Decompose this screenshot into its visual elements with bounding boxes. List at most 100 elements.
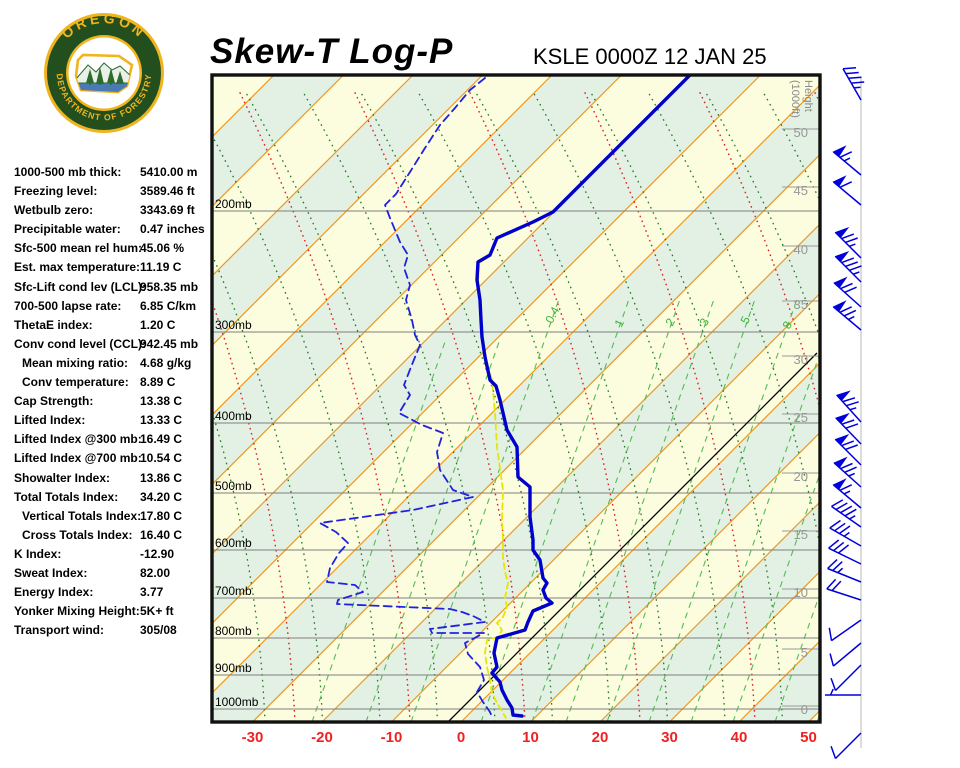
barb-staff	[832, 306, 862, 331]
temp-axis-label: 30	[661, 729, 678, 746]
index-value: 305/08	[140, 623, 177, 638]
barb-staff	[836, 394, 862, 423]
moist-adiabat	[475, 91, 669, 722]
index-value: 1.20 C	[140, 317, 176, 332]
temp-axis-label: -30	[241, 729, 264, 746]
dry-adiabat	[238, 91, 411, 722]
index-label: Sfc-Lift cond lev (LCL):	[14, 279, 146, 294]
height-label: 30	[793, 352, 808, 367]
moist-adiabat-lines	[212, 91, 820, 722]
barb-staff	[828, 619, 862, 642]
mixing-ratio-line	[480, 299, 630, 722]
index-row: Mean mixing ratio: 4.68 g/kg	[10, 354, 212, 373]
index-row: Est. max temperature: 11.19 C	[10, 258, 212, 277]
barb-staff	[842, 66, 865, 101]
index-row: Sfc-Lift cond lev (LCL): 958.35 mb	[10, 278, 212, 297]
moist-adiabat	[212, 134, 381, 722]
wind-barb	[831, 499, 862, 528]
index-value: 82.00	[140, 565, 171, 580]
height-label: 50	[793, 125, 808, 140]
pressure-label: 900mb	[215, 661, 252, 675]
index-row: Yonker Mixing Height: 5K+ ft	[10, 602, 212, 621]
index-row: Vertical Totals Index: 17.80 C	[10, 507, 212, 526]
index-row: 700-500 lapse rate: 6.85 C/km	[10, 297, 212, 316]
isotherm-line	[212, 75, 622, 486]
mixing-ratio-label: 0.4	[542, 304, 563, 326]
dewpoint-trace	[319, 77, 493, 718]
wind-barb	[834, 434, 862, 466]
index-label: ThetaE index:	[14, 317, 93, 332]
index-row: Cross Totals Index: 16.40 C	[10, 526, 212, 545]
temp-axis-label: 50	[800, 729, 817, 746]
index-row: Conv cond level (CCL): 942.45 mb	[10, 335, 212, 354]
index-row: Lifted Index @300 mb: 16.49 C	[10, 430, 212, 449]
isotherm-line	[252, 153, 820, 722]
index-value: 942.45 mb	[140, 336, 199, 351]
freezing-line	[447, 352, 818, 722]
dry-adiabat-lines	[212, 91, 820, 722]
mixing-ratio-label: 3	[696, 315, 713, 329]
wind-barb-column	[825, 66, 865, 760]
index-value: 11.19 C	[140, 260, 182, 275]
pressure-label: 1000mb	[215, 695, 259, 709]
barb-staff	[833, 282, 862, 308]
isotherm-line	[212, 75, 344, 208]
index-label: Total Totals Index:	[14, 489, 119, 504]
height-label: 5	[800, 645, 808, 660]
temp-axis-label: 40	[730, 729, 748, 746]
temp-axis-label: -10	[380, 729, 403, 746]
index-value: -12.90	[140, 546, 175, 561]
index-label: Sfc-500 mean rel hum:	[14, 241, 143, 256]
index-row: Precipitable water: 0.47 inches	[10, 220, 212, 239]
index-label: Showalter Index:	[14, 470, 111, 485]
wind-barb	[842, 66, 865, 101]
barb-staff	[829, 642, 862, 667]
pressure-label: 400mb	[215, 409, 252, 423]
height-label: 20	[793, 469, 808, 484]
index-row: ThetaE index: 1.20 C	[10, 316, 212, 335]
index-value: 13.33 C	[140, 413, 183, 428]
wind-barb	[832, 175, 862, 206]
barb-staff	[834, 438, 862, 466]
index-value: 6.85 C/km	[140, 298, 197, 313]
wind-barb	[835, 412, 862, 445]
pressure-label: 800mb	[215, 624, 252, 638]
wind-barb	[832, 478, 862, 509]
moist-adiabat	[590, 91, 784, 722]
index-value: 10.54 C	[140, 451, 183, 466]
barb-staff	[828, 539, 862, 565]
logo-water	[76, 82, 132, 92]
mixing-ratio-lines	[311, 299, 820, 722]
wind-barb	[829, 642, 862, 667]
index-row: Total Totals Index: 34.20 C	[10, 488, 212, 507]
chart-border	[210, 73, 822, 724]
index-value: 17.80 C	[140, 508, 183, 523]
isotherm-line	[460, 362, 820, 722]
index-label: Lifted Index @300 mb:	[14, 432, 142, 447]
wind-barb	[826, 578, 862, 601]
dry-adiabat	[583, 91, 756, 722]
index-row: Wetbulb zero: 3343.69 ft	[10, 201, 212, 220]
height-label: 10	[793, 585, 808, 600]
wind-barb	[833, 276, 862, 308]
barb-staff	[835, 417, 862, 445]
wind-barb	[834, 251, 862, 283]
index-label: K Index:	[14, 546, 62, 561]
mixing-ratio-label: 5	[737, 313, 754, 327]
index-label: Conv temperature:	[22, 375, 129, 390]
barb-staff	[829, 519, 862, 547]
temp-axis-label: 20	[591, 729, 609, 746]
moist-adiabat	[417, 91, 611, 722]
index-label: 700-500 lapse rate:	[14, 298, 122, 313]
index-value: 45.06 %	[140, 241, 185, 256]
mixing-ratio-line	[648, 299, 798, 722]
index-row: Sfc-500 mean rel hum: 45.06 %	[10, 239, 212, 258]
mixing-ratio-line	[774, 591, 820, 722]
wind-barb	[829, 519, 862, 547]
height-tick-lines	[782, 128, 819, 707]
isotherm-line	[599, 501, 820, 722]
index-row: Lifted Index @700 mb: 10.54 C	[10, 449, 212, 468]
wind-barb	[828, 539, 862, 565]
